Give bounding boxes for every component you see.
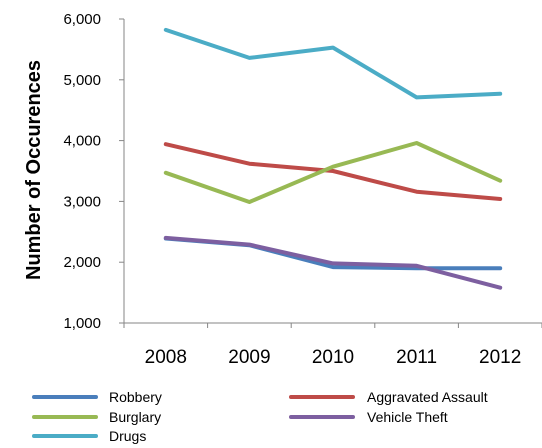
series-line-drugs — [163, 27, 503, 100]
legend-label-robbery: Robbery — [109, 389, 162, 405]
legend-label-vehicle-theft: Vehicle Theft — [367, 409, 448, 425]
series-line-vehicle-theft — [163, 235, 503, 290]
y-tick-label: 5,000 — [63, 72, 101, 89]
series-lines — [163, 27, 503, 290]
y-axis-label: Number of Occurences — [23, 60, 45, 280]
legend-label-burglary: Burglary — [109, 409, 161, 425]
legend-label-aggravated-assault: Aggravated Assault — [367, 389, 488, 405]
x-tick-labels: 2008 2009 2010 2011 2012 — [123, 323, 542, 368]
x-tick-label: 2011 — [396, 347, 437, 368]
x-tick-label: 2008 — [145, 347, 187, 368]
series-line-burglary — [163, 141, 503, 204]
y-tick-label: 2,000 — [63, 254, 101, 271]
x-tick-label: 2009 — [228, 347, 270, 368]
legend-label-drugs: Drugs — [109, 428, 146, 444]
y-tick-label: 4,000 — [63, 133, 101, 150]
x-tick-label: 2012 — [479, 347, 521, 368]
x-tick-label: 2010 — [312, 347, 354, 368]
legend: Robbery Aggravated Assault Burglary Vehicle… — [32, 389, 488, 444]
y-tick-labels: 1,000 2,000 3,000 4,000 5,000 6,000 — [63, 11, 124, 332]
series-line-aggravated-assault — [163, 142, 503, 201]
axes — [123, 19, 542, 324]
y-tick-label: 1,000 — [63, 315, 101, 332]
y-tick-label: 3,000 — [63, 193, 101, 210]
y-tick-label: 6,000 — [63, 11, 101, 28]
